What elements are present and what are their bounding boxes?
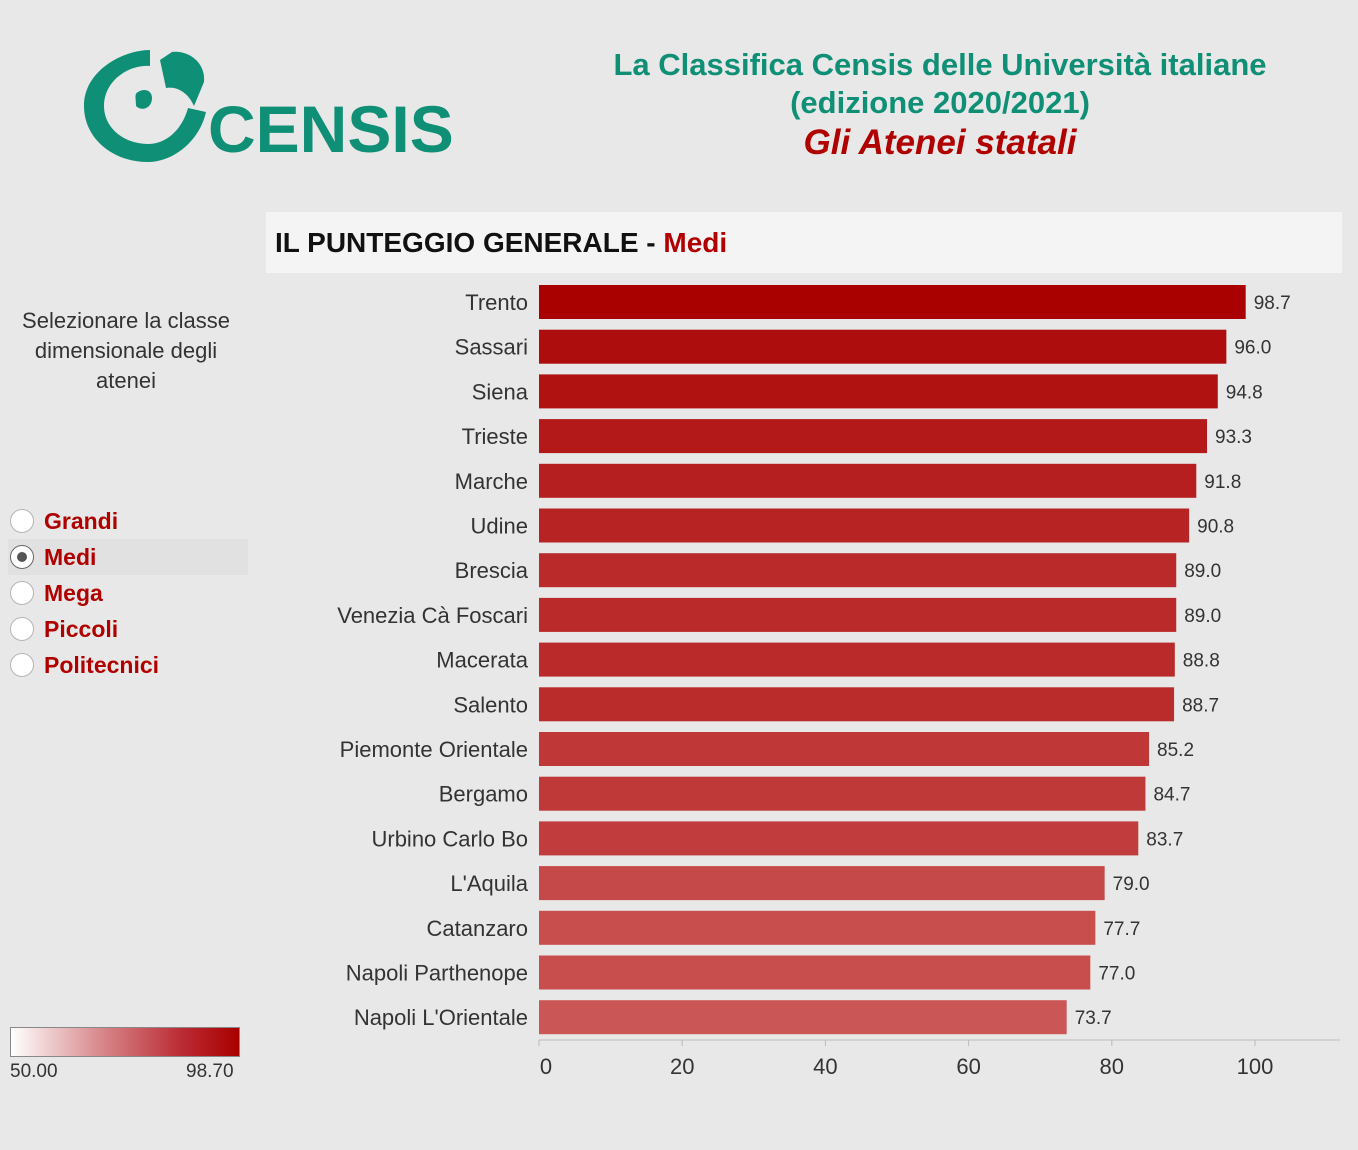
radio-button-icon[interactable]: [10, 509, 34, 533]
data-label: 88.8: [1183, 651, 1220, 672]
radio-option-politecnici[interactable]: Politecnici: [8, 647, 248, 683]
color-legend-max: 98.70: [186, 1061, 234, 1082]
bar: [539, 776, 1146, 811]
data-label: 94.8: [1226, 382, 1263, 403]
data-label: 89.0: [1184, 606, 1221, 627]
bar: [539, 597, 1177, 632]
data-label: 85.2: [1157, 740, 1194, 761]
data-label: 89.0: [1184, 561, 1221, 582]
category-label: L'Aquila: [450, 871, 528, 896]
category-label: Marche: [455, 469, 528, 494]
chart-title: IL PUNTEGGIO GENERALE - Medi: [266, 212, 1342, 273]
radio-option-label: Politecnici: [44, 651, 160, 678]
x-tick-label: 0: [540, 1054, 552, 1079]
category-label: Brescia: [455, 558, 529, 583]
report-subtitle: Gli Atenei statali: [803, 123, 1077, 162]
radio-button-icon[interactable]: [10, 617, 34, 641]
data-label: 96.0: [1234, 338, 1271, 359]
bar: [539, 508, 1190, 543]
bar: [539, 910, 1096, 945]
bar: [539, 821, 1139, 856]
filter-label: Selezionare la classe dimensionale degli…: [6, 306, 246, 396]
category-label: Siena: [472, 379, 529, 404]
report-title-line1: La Classifica Censis delle Università it…: [613, 47, 1267, 82]
data-label: 91.8: [1204, 472, 1241, 493]
radio-button-icon[interactable]: [10, 581, 34, 605]
data-label: 83.7: [1146, 829, 1183, 850]
bar: [539, 374, 1218, 409]
category-label: Salento: [453, 692, 528, 717]
data-label: 93.3: [1215, 427, 1252, 448]
radio-option-label: Grandi: [44, 507, 119, 534]
x-tick-label: 40: [813, 1054, 837, 1079]
bar: [539, 642, 1175, 677]
data-label: 98.7: [1254, 293, 1291, 314]
category-label: Bergamo: [439, 782, 528, 807]
category-label: Piemonte Orientale: [340, 737, 528, 762]
radio-option-label: Piccoli: [44, 615, 119, 642]
category-label: Macerata: [436, 648, 528, 673]
radio-option-label: Mega: [44, 579, 103, 606]
category-label: Sassari: [455, 335, 528, 360]
size-class-radio-group: Grandi Medi Mega Piccoli Politecnici: [8, 503, 248, 683]
radio-option-medi[interactable]: Medi: [8, 539, 248, 575]
radio-option-mega[interactable]: Mega: [8, 575, 248, 611]
color-legend-gradient: [10, 1027, 240, 1057]
radio-button-selected-icon[interactable]: [10, 545, 34, 569]
bar: [539, 732, 1150, 766]
x-tick-label: 20: [670, 1054, 694, 1079]
data-label: 77.7: [1103, 919, 1140, 940]
category-label: Udine: [471, 514, 528, 539]
bar: [539, 329, 1227, 364]
bar: [539, 463, 1197, 498]
filter-label-line: atenei: [96, 368, 156, 393]
censis-logo-text: CENSIS: [208, 92, 454, 166]
radio-option-label: Medi: [44, 543, 97, 570]
category-label: Napoli Parthenope: [346, 961, 528, 986]
filter-label-line: dimensionale degli: [34, 338, 218, 363]
data-label: 79.0: [1113, 874, 1150, 895]
x-tick-label: 100: [1237, 1054, 1274, 1079]
chart-title-main: IL PUNTEGGIO GENERALE -: [275, 227, 664, 258]
radio-option-piccoli[interactable]: Piccoli: [8, 611, 248, 647]
report-title-line2: (edizione 2020/2021): [790, 85, 1090, 120]
x-tick-label: 80: [1100, 1054, 1124, 1079]
bar: [539, 866, 1105, 901]
category-label: Urbino Carlo Bo: [371, 826, 528, 851]
chart-title-class: Medi: [663, 227, 728, 258]
bar: [539, 955, 1091, 990]
report-title-block: La Classifica Censis delle Università it…: [560, 46, 1320, 164]
bar: [539, 687, 1175, 722]
data-label: 73.7: [1075, 1008, 1112, 1029]
bar: [539, 553, 1177, 588]
data-label: 77.0: [1098, 964, 1135, 985]
radio-button-icon[interactable]: [10, 653, 34, 677]
category-label: Trieste: [462, 424, 528, 449]
filter-label-line: Selezionare la classe: [22, 308, 230, 333]
color-legend-min: 50.00: [10, 1061, 58, 1082]
x-tick-label: 60: [956, 1054, 980, 1079]
category-label: Catanzaro: [426, 916, 528, 941]
category-label: Trento: [465, 290, 528, 315]
data-label: 84.7: [1153, 785, 1190, 806]
radio-option-grandi[interactable]: Grandi: [8, 503, 248, 539]
bar: [539, 285, 1246, 319]
data-label: 88.7: [1182, 695, 1219, 716]
censis-logo: CENSIS: [84, 50, 454, 166]
bar: [539, 1000, 1067, 1035]
data-label: 90.8: [1197, 517, 1234, 538]
category-label: Venezia Cà Foscari: [337, 603, 528, 628]
bar: [539, 419, 1208, 454]
category-label: Napoli L'Orientale: [354, 1005, 528, 1030]
